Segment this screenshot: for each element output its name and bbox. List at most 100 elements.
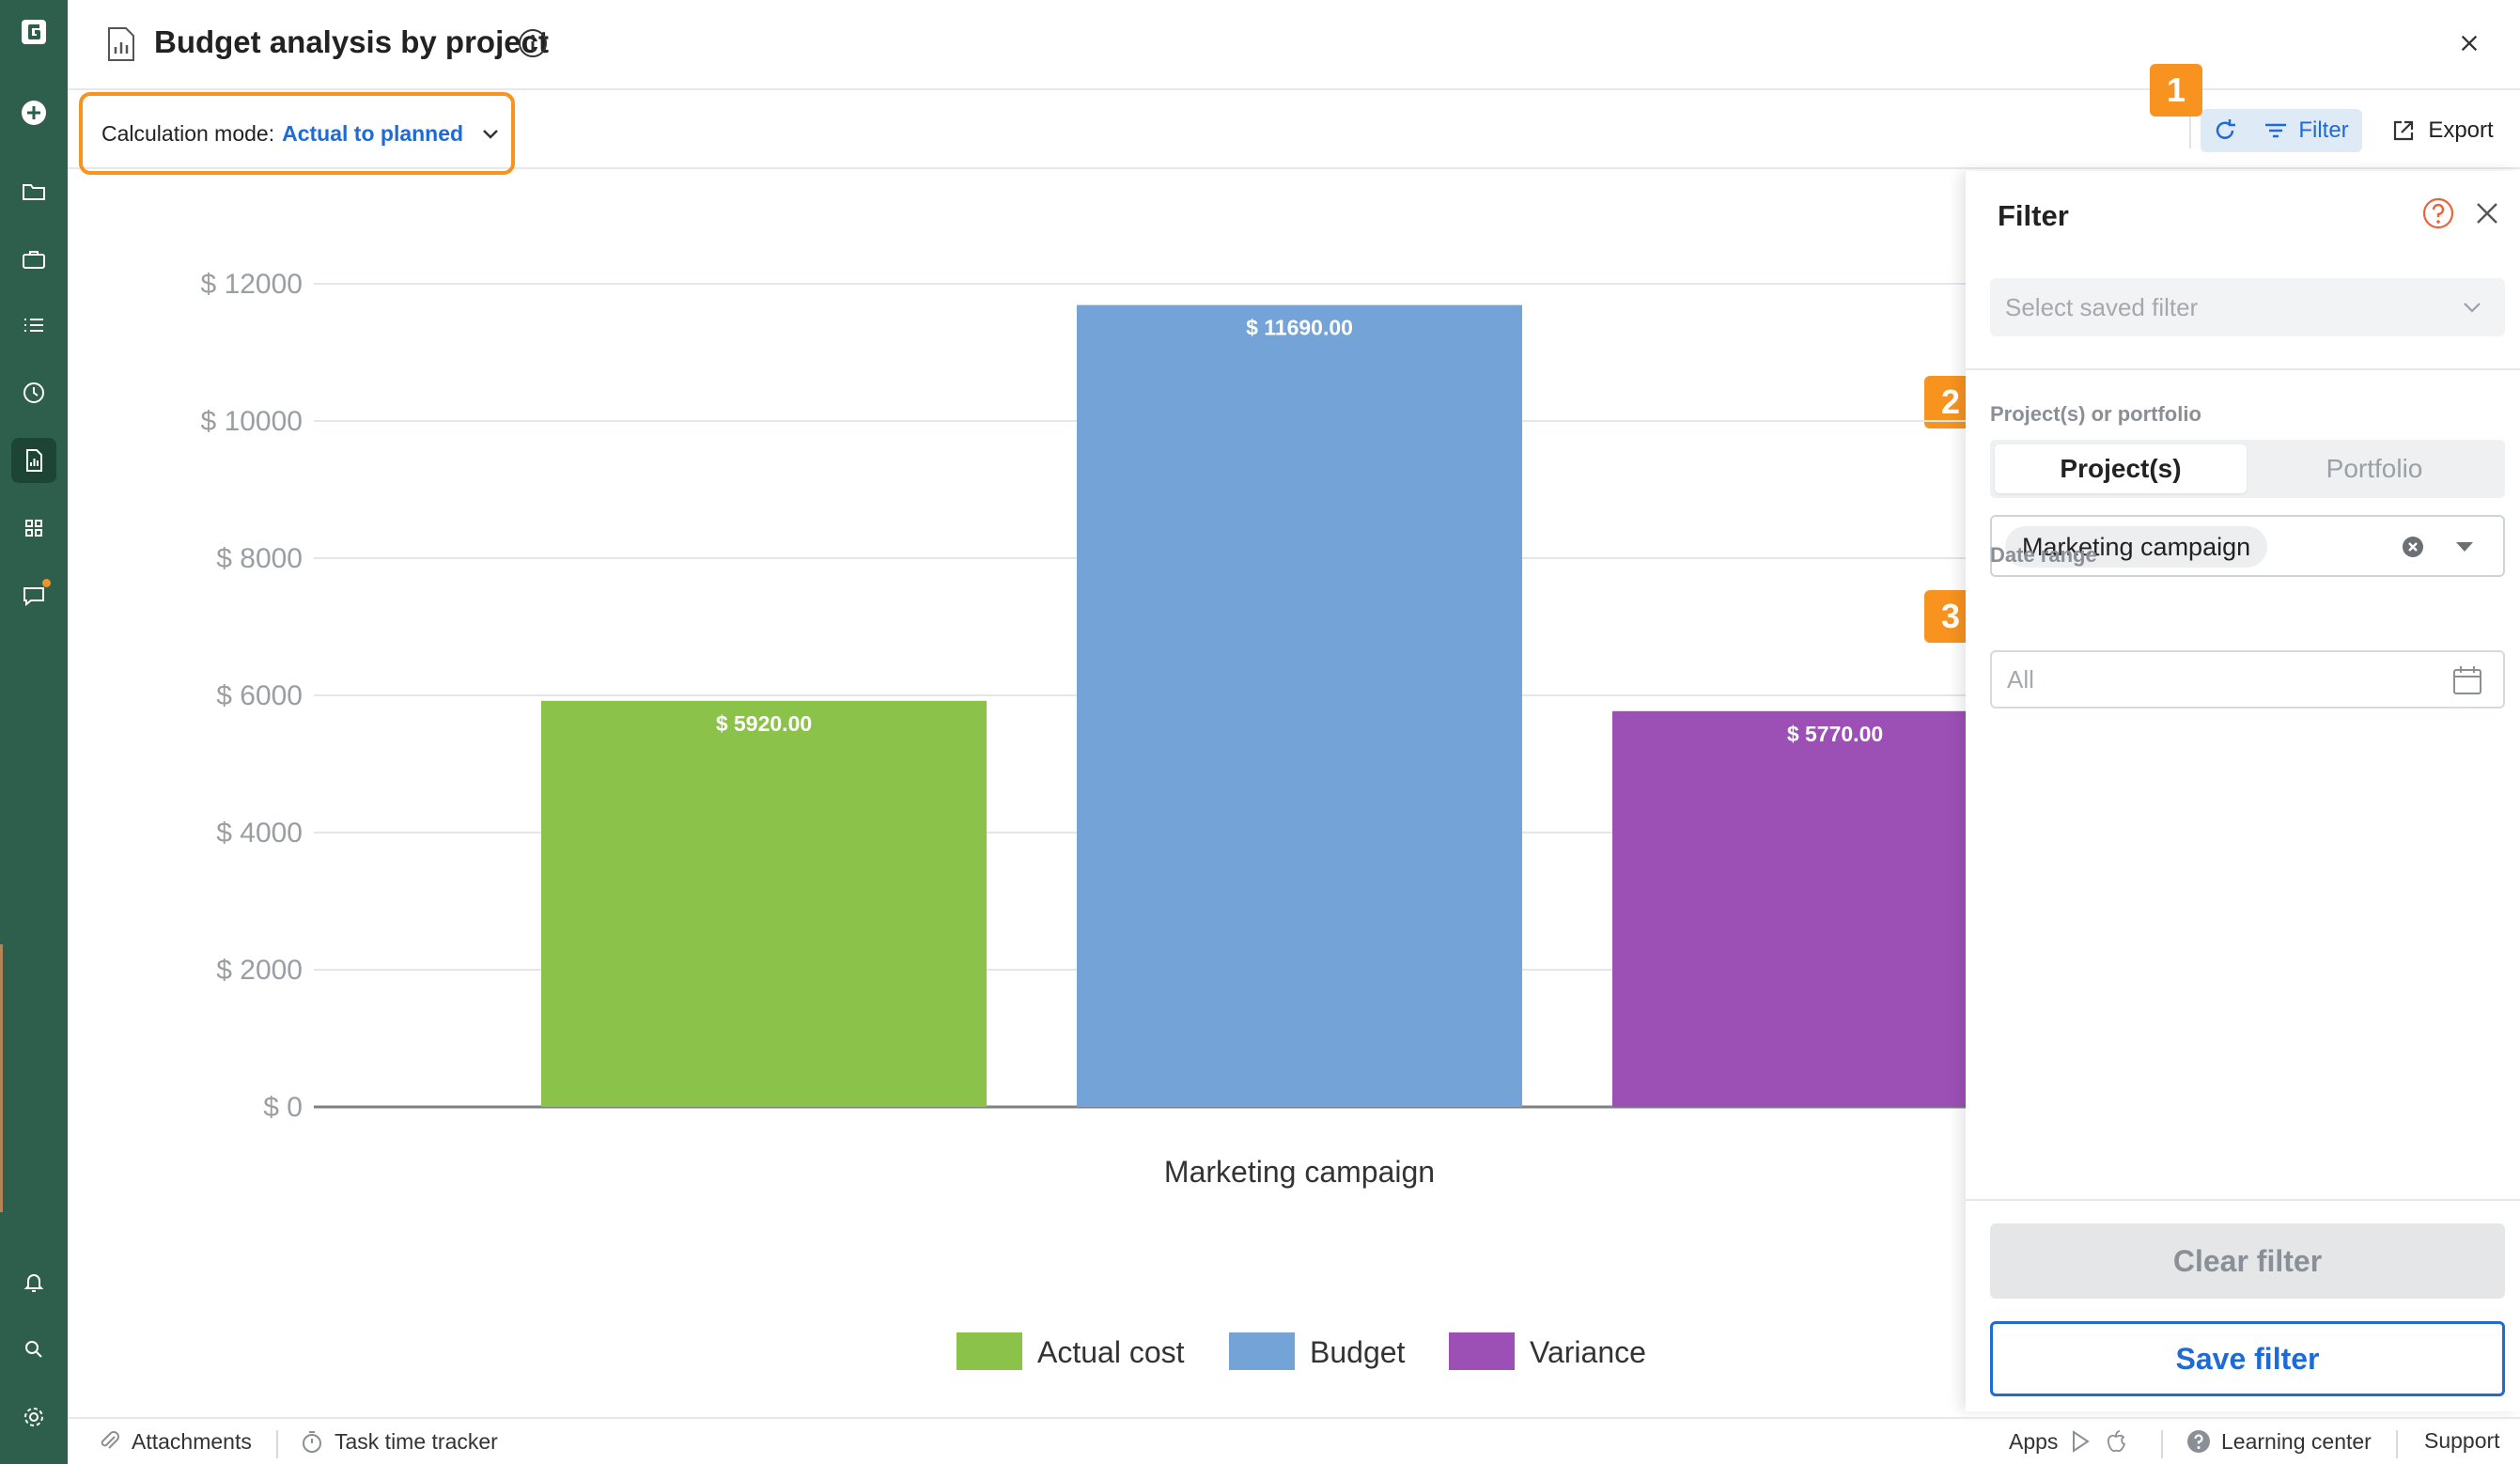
footer-divider	[2396, 1430, 2398, 1458]
learning-center-label: Learning center	[2221, 1428, 2372, 1454]
folder-icon[interactable]	[11, 169, 56, 214]
task-time-tracker-link[interactable]: Task time tracker	[299, 1428, 498, 1455]
tab-portfolio[interactable]: Portfolio	[2326, 454, 2423, 483]
export-button[interactable]: Export	[2381, 109, 2503, 152]
filter-button-label: Filter	[2298, 117, 2349, 143]
y-tick-label: $ 0	[263, 1092, 303, 1123]
chevron-down-icon	[2464, 303, 2481, 313]
close-icon	[2461, 35, 2478, 52]
sidebar-accent-stripe	[0, 944, 3, 1212]
support-link[interactable]: Support	[2424, 1428, 2500, 1454]
footer-divider	[276, 1430, 278, 1458]
project-portfolio-label: Project(s) or portfolio	[1990, 402, 2201, 426]
attachments-link[interactable]: Attachments	[96, 1428, 252, 1455]
panel-footer-divider	[1966, 1199, 2520, 1201]
y-tick-label: $ 12000	[201, 269, 303, 300]
y-tick-label: $ 8000	[216, 543, 303, 574]
apps-link[interactable]: Apps	[2009, 1428, 2129, 1455]
calculation-mode-dropdown[interactable]: Calculation mode: Actual to planned	[79, 92, 515, 175]
clock-icon[interactable]	[11, 370, 56, 415]
budget-chart-svg: $ 0 $ 2000 $ 4000 $ 6000 $ 8000 $ 10000 $ 1200…	[201, 269, 2058, 1370]
paperclip-icon	[101, 1431, 119, 1449]
question-circle-icon	[2187, 1430, 2210, 1453]
y-tick-label: $ 2000	[216, 955, 303, 986]
filter-lines-icon	[2265, 123, 2287, 138]
chevron-down-icon	[483, 130, 498, 139]
calculation-mode-value: Actual to planned	[282, 120, 464, 146]
budget-chart: $ 0 $ 2000 $ 4000 $ 6000 $ 8000 $ 10000 $ 1200…	[68, 171, 2058, 1411]
report-icon	[108, 27, 134, 61]
close-report-button[interactable]	[2452, 26, 2486, 60]
filter-panel: Filter Select saved filter Project(s) or…	[1966, 171, 2520, 1411]
page-header: Budget analysis by project	[68, 0, 2520, 90]
bar-data-label: $ 11690.00	[1246, 316, 1353, 340]
refresh-button[interactable]	[2201, 109, 2249, 152]
add-icon[interactable]	[11, 90, 56, 135]
chat-icon[interactable]	[11, 573, 56, 618]
date-range-label: Date range	[1990, 543, 2097, 567]
bar-budget	[1077, 304, 1522, 1107]
date-range-input[interactable]: All	[1990, 650, 2505, 709]
close-filter-panel-icon[interactable]	[2473, 199, 2501, 227]
play-store-icon[interactable]	[2067, 1428, 2093, 1455]
footer-divider	[2161, 1430, 2163, 1458]
bar-data-label: $ 5920.00	[716, 711, 812, 736]
reports-icon[interactable]	[11, 438, 56, 483]
date-range-value: All	[2007, 664, 2034, 693]
learning-center-link[interactable]: Learning center	[2186, 1428, 2372, 1455]
y-tick-label: $ 6000	[216, 680, 303, 711]
clear-selection-icon[interactable]	[2400, 534, 2426, 560]
task-time-tracker-label: Task time tracker	[334, 1428, 498, 1454]
attachments-label: Attachments	[132, 1428, 252, 1454]
report-toolbar: Calculation mode: Actual to planned Filt…	[68, 92, 2520, 175]
legend-swatch	[1229, 1332, 1295, 1370]
stopwatch-icon	[303, 1431, 321, 1453]
notification-dot	[42, 579, 51, 587]
page-title: Budget analysis by project	[154, 24, 549, 59]
calculation-mode-label: Calculation mode:	[101, 120, 275, 146]
caret-down-icon[interactable]	[2454, 539, 2475, 554]
apps-label: Apps	[2009, 1428, 2059, 1454]
search-icon[interactable]	[11, 1327, 56, 1372]
filter-panel-title: Filter	[1998, 199, 2069, 232]
toolbar-divider	[2189, 113, 2191, 148]
export-button-label: Export	[2428, 117, 2494, 143]
settings-gear-icon[interactable]	[11, 1394, 56, 1440]
legend-label: Budget	[1310, 1335, 1406, 1369]
x-category-label: Marketing campaign	[1164, 1155, 1435, 1189]
filter-button[interactable]: Filter	[2249, 109, 2362, 152]
legend-swatch	[1449, 1332, 1515, 1370]
tab-projects[interactable]: Project(s)	[1995, 444, 2247, 493]
external-link-icon	[2394, 120, 2414, 141]
project-portfolio-toggle: Project(s) Portfolio	[1990, 440, 2505, 498]
selected-project-chip: Marketing campaign	[2005, 526, 2268, 568]
refresh-icon	[2216, 119, 2235, 139]
left-sidebar	[0, 0, 68, 1464]
info-icon[interactable]	[517, 27, 549, 59]
bar-data-label: $ 5770.00	[1787, 722, 1883, 746]
panel-divider	[1966, 368, 2520, 370]
apps-grid-icon[interactable]	[11, 506, 56, 551]
project-select[interactable]: Marketing campaign	[1990, 515, 2505, 577]
status-footer: Attachments Task time tracker Apps Learn…	[68, 1417, 2520, 1464]
bar-actual-cost	[541, 700, 987, 1107]
y-tick-label: $ 10000	[201, 406, 303, 437]
saved-filter-placeholder: Select saved filter	[2005, 292, 2199, 321]
step-badge-1: 1	[2150, 64, 2202, 117]
support-label: Support	[2424, 1428, 2500, 1453]
bell-icon[interactable]	[11, 1259, 56, 1304]
apple-icon[interactable]	[2103, 1428, 2129, 1455]
y-tick-label: $ 4000	[216, 818, 303, 849]
legend-swatch	[957, 1332, 1022, 1370]
briefcase-icon[interactable]	[11, 237, 56, 282]
legend-label: Actual cost	[1037, 1335, 1185, 1369]
calendar-icon[interactable]	[2450, 663, 2484, 697]
bar-variance	[1612, 710, 2058, 1107]
clear-filter-button[interactable]: Clear filter	[1990, 1223, 2505, 1299]
save-filter-button[interactable]: Save filter	[1990, 1321, 2505, 1396]
legend-label: Variance	[1530, 1335, 1646, 1369]
saved-filter-select[interactable]: Select saved filter	[1990, 278, 2505, 336]
app-logo-icon[interactable]	[11, 9, 56, 55]
help-icon[interactable]	[2420, 195, 2456, 231]
list-icon[interactable]	[11, 303, 56, 348]
